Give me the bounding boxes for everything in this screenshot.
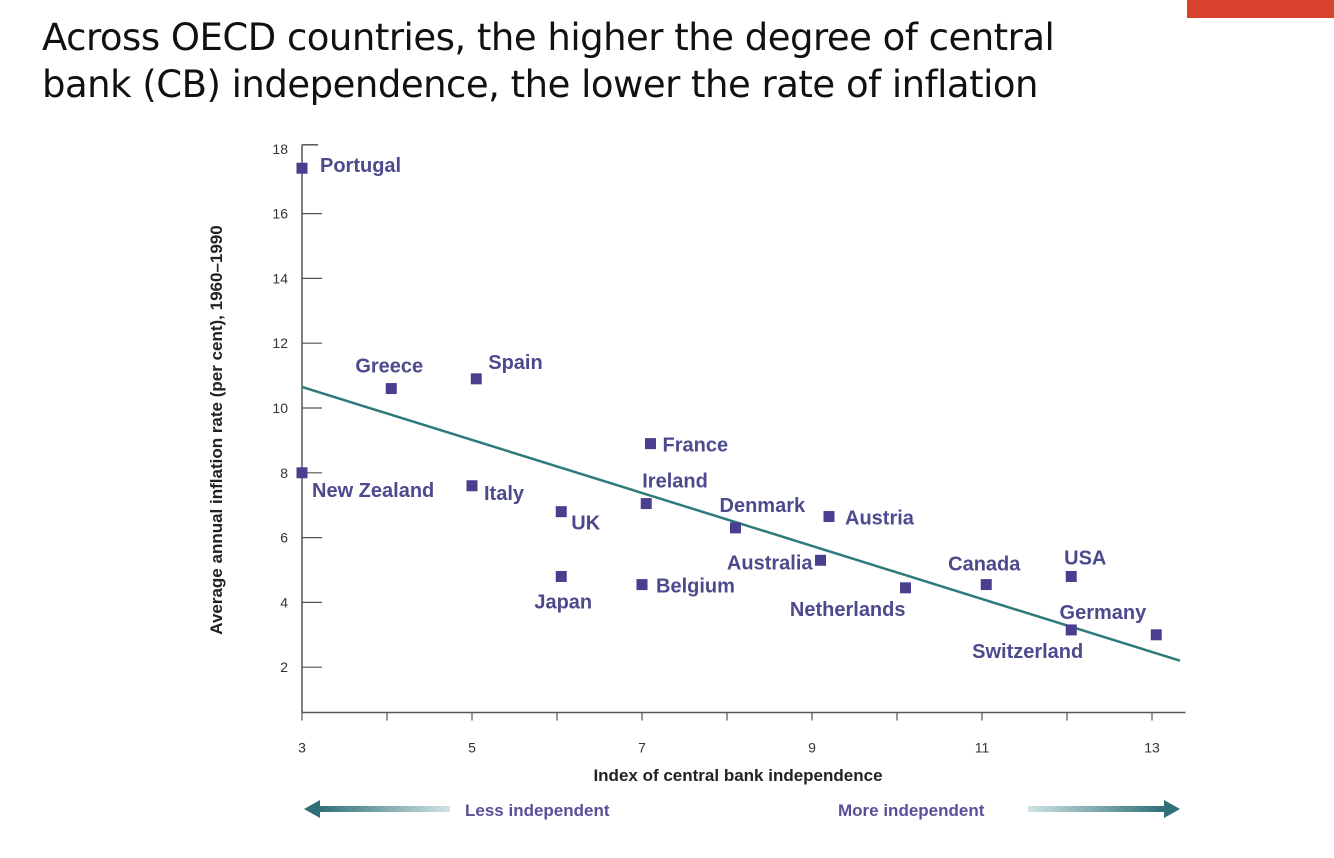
data-point-label: Ireland [642, 471, 708, 493]
y-tick-label: 8 [280, 465, 288, 481]
data-point-label: Germany [1060, 602, 1148, 624]
data-point-marker [640, 498, 652, 510]
slide-title-line-2: bank (CB) independence, the lower the ra… [42, 63, 1038, 106]
data-point-label: Japan [534, 591, 592, 613]
y-tick-label: 16 [272, 206, 288, 222]
data-point-marker [466, 480, 478, 492]
x-tick-label: 11 [975, 740, 990, 756]
data-point-marker [1150, 629, 1162, 641]
y-tick-label: 10 [272, 400, 288, 416]
data-point-label: Spain [488, 352, 542, 374]
data-point-marker [980, 579, 992, 591]
data-point-marker [1065, 624, 1077, 636]
less-independent-label: Less independent [465, 801, 610, 820]
accent-bar [1187, 0, 1334, 18]
axes: 2 4 6 8 10 12 14 16 18 3 5 7 9 11 13 [272, 141, 1186, 756]
data-point-label: Italy [484, 483, 525, 505]
more-independent-arrow [1028, 800, 1180, 818]
y-tick-label: 14 [272, 270, 288, 286]
data-point-marker [636, 579, 648, 591]
trend-line-group [301, 385, 1181, 662]
y-tick-label: 18 [272, 141, 288, 157]
data-point-marker [296, 467, 308, 479]
data-point-marker [555, 570, 567, 582]
x-tick-label: 9 [808, 740, 816, 756]
data-point-label: France [663, 435, 729, 457]
data-point-marker [1065, 570, 1077, 582]
data-point-marker [823, 511, 835, 523]
x-tick-label: 13 [1144, 740, 1160, 756]
slide-title: Across OECD countries, the higher the de… [42, 14, 1055, 108]
data-point-marker [645, 438, 656, 450]
data-point-label: New Zealand [312, 480, 434, 502]
data-point-marker [296, 162, 308, 174]
data-point-label: UK [571, 513, 600, 535]
data-point-label: Netherlands [790, 599, 906, 621]
y-axis-label: Average annual inflation rate (per cent)… [207, 225, 226, 634]
data-point-label: Switzerland [972, 641, 1083, 663]
x-tick-label: 7 [638, 740, 646, 756]
data-point-label: Canada [948, 554, 1021, 576]
more-independent-label: More independent [838, 801, 985, 820]
y-tick-label: 12 [272, 335, 288, 351]
y-tick-label: 6 [280, 530, 288, 546]
data-point-label: Denmark [720, 495, 806, 517]
data-point-marker [815, 554, 826, 566]
data-point-marker [730, 522, 741, 534]
data-point-label: Belgium [656, 576, 735, 598]
data-point-marker [470, 373, 482, 385]
data-point-label: Austria [845, 508, 915, 530]
data-point-label: Australia [727, 552, 813, 574]
data-point-marker [900, 582, 911, 594]
data-point-label: Portugal [320, 155, 401, 177]
x-axis-label: Index of central bank independence [593, 766, 882, 785]
data-point-marker [555, 506, 567, 518]
data-point-marker [385, 383, 397, 395]
y-tick-label: 4 [280, 594, 288, 610]
less-independent-arrow [304, 800, 450, 818]
y-tick-label: 2 [280, 659, 288, 675]
x-tick-label: 3 [298, 740, 306, 756]
trend-line [301, 385, 1181, 662]
slide-title-line-1: Across OECD countries, the higher the de… [42, 16, 1055, 59]
data-points: Portugal Greece Spain New Zealand Italy UK Jap… [296, 155, 1162, 663]
data-point-label: Greece [355, 356, 423, 378]
data-point-label: USA [1064, 547, 1106, 569]
x-tick-label: 5 [468, 740, 476, 756]
